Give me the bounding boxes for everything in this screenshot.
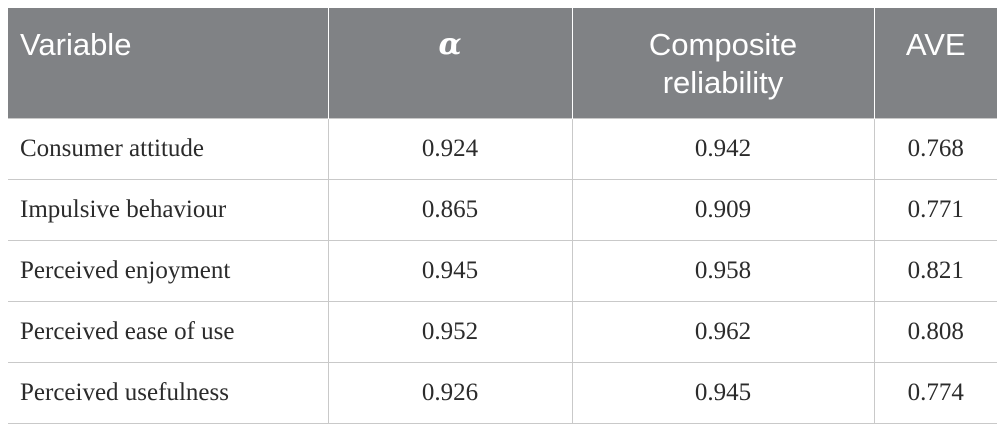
- reliability-table-container: Variable α Composite reliability AVE Con…: [8, 8, 997, 424]
- cell-variable: Perceived enjoyment: [8, 239, 328, 301]
- cell-ave: 0.774: [873, 361, 997, 424]
- cell-variable: Consumer attitude: [8, 117, 328, 179]
- table-row: Impulsive behaviour 0.865 0.909 0.771: [8, 178, 997, 240]
- cell-ave: 0.771: [873, 178, 997, 240]
- header-row: Variable α Composite reliability AVE: [8, 8, 997, 118]
- cell-composite-reliability: 0.945: [571, 361, 874, 424]
- cell-composite-reliability: 0.909: [571, 178, 874, 240]
- cell-ave: 0.821: [873, 239, 997, 301]
- table-header: Variable α Composite reliability AVE: [8, 8, 997, 118]
- cell-composite-reliability: 0.962: [571, 300, 874, 362]
- table-row: Consumer attitude 0.924 0.942 0.768: [8, 117, 997, 179]
- table-row: Perceived usefulness 0.926 0.945 0.774: [8, 361, 997, 424]
- cell-alpha: 0.945: [327, 239, 572, 301]
- header-variable: Variable: [20, 27, 132, 62]
- cell-composite-reliability: 0.958: [571, 239, 874, 301]
- cell-alpha: 0.952: [327, 300, 572, 362]
- reliability-table: Variable α Composite reliability AVE Con…: [8, 8, 997, 424]
- cell-alpha: 0.926: [327, 361, 572, 424]
- header-composite-reliability: Composite reliability: [571, 8, 874, 118]
- table-row: Perceived enjoyment 0.945 0.958 0.821: [8, 239, 997, 301]
- cell-alpha: 0.865: [327, 178, 572, 240]
- cell-alpha: 0.924: [327, 117, 572, 179]
- cell-composite-reliability: 0.942: [571, 117, 874, 179]
- header-alpha: α: [327, 8, 572, 118]
- table-row: Perceived ease of use 0.952 0.962 0.808: [8, 300, 997, 362]
- cell-variable: Perceived ease of use: [8, 300, 328, 362]
- cell-ave: 0.768: [873, 117, 997, 179]
- header-ave: AVE: [873, 8, 997, 118]
- cell-ave: 0.808: [873, 300, 997, 362]
- cell-variable: Impulsive behaviour: [8, 178, 328, 240]
- cell-variable: Perceived usefulness: [8, 361, 328, 424]
- table-body: Consumer attitude 0.924 0.942 0.768 Impu…: [8, 117, 997, 424]
